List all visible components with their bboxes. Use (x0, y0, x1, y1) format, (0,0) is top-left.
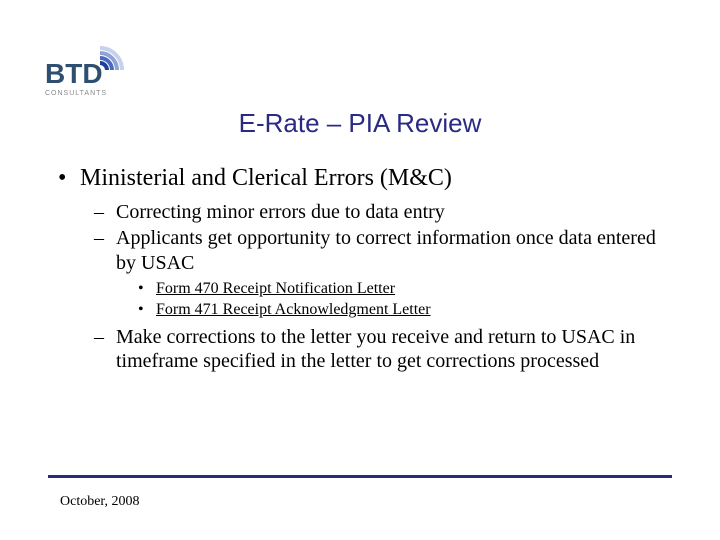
page-title: E-Rate – PIA Review (0, 108, 720, 139)
list-item: Make corrections to the letter you recei… (80, 325, 680, 374)
bullet-list-l1: Ministerial and Clerical Errors (M&C) Co… (48, 165, 680, 374)
l2-text: Make corrections to the letter you recei… (116, 326, 635, 372)
l2-text: Applicants get opportunity to correct in… (116, 227, 656, 273)
list-item: Form 470 Receipt Notification Letter (116, 279, 680, 300)
bullet-list-l2: Correcting minor errors due to data entr… (80, 200, 680, 374)
list-item: Form 471 Receipt Acknowledgment Letter (116, 300, 680, 321)
list-item: Correcting minor errors due to data entr… (80, 200, 680, 224)
l2-text: Correcting minor errors due to data entr… (116, 201, 445, 223)
l1-text: Ministerial and Clerical Errors (M&C) (80, 165, 452, 191)
content-area: Ministerial and Clerical Errors (M&C) Co… (48, 165, 680, 380)
logo-svg: BTD CONSULTANTS (45, 45, 165, 107)
l3-text: Form 471 Receipt Acknowledgment Letter (156, 301, 431, 318)
footer-date: October, 2008 (60, 494, 140, 510)
logo-sub-text: CONSULTANTS (45, 90, 107, 97)
list-item: Applicants get opportunity to correct in… (80, 226, 680, 320)
company-logo: BTD CONSULTANTS (45, 45, 165, 112)
footer-divider (48, 475, 672, 478)
bullet-list-l3: Form 470 Receipt Notification Letter For… (116, 279, 680, 321)
slide: BTD CONSULTANTS E-Rate – PIA Review Mini… (0, 0, 720, 540)
list-item: Ministerial and Clerical Errors (M&C) Co… (48, 165, 680, 374)
logo-main-text: BTD (45, 58, 103, 89)
l3-text: Form 470 Receipt Notification Letter (156, 280, 395, 297)
